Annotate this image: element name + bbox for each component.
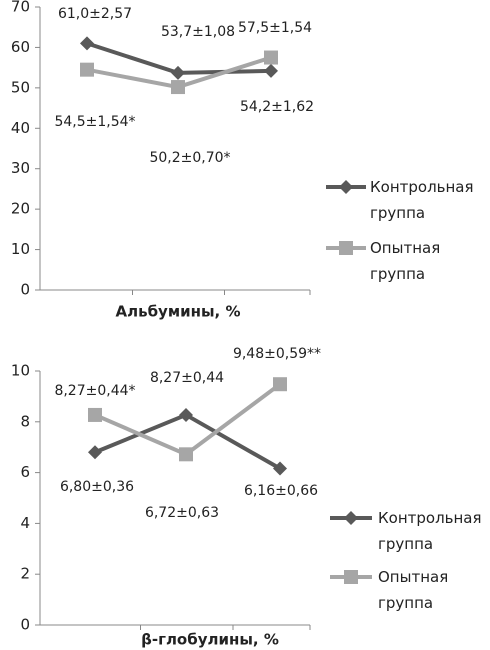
y-tick-label: 0 xyxy=(20,281,30,299)
data-label: 57,5±1,54 xyxy=(238,20,312,36)
legend-label: Контрольная группа xyxy=(370,178,478,222)
y-tick-label: 8 xyxy=(20,412,30,430)
data-point xyxy=(273,377,287,392)
y-tick-label: 2 xyxy=(20,565,30,583)
y-tick-label: 4 xyxy=(20,514,30,532)
data-label: 54,2±1,62 xyxy=(240,99,314,115)
y-tick-label: 10 xyxy=(11,362,30,380)
data-point xyxy=(264,50,278,65)
data-label: 53,7±1,08 xyxy=(161,24,235,40)
chart-title: Альбумины, % xyxy=(116,303,241,321)
data-point xyxy=(171,80,185,95)
y-tick-label: 10 xyxy=(11,240,30,258)
y-tick-label: 6 xyxy=(20,463,30,481)
data-point xyxy=(88,407,102,422)
y-tick-label: 20 xyxy=(11,200,30,218)
data-label: 8,27±0,44* xyxy=(54,383,135,399)
chart-title: β-глобулины, % xyxy=(141,631,279,649)
legend-label: Опытная группа xyxy=(370,239,445,283)
data-point xyxy=(80,62,94,77)
legend-label: Контрольная группа xyxy=(378,509,486,553)
data-point xyxy=(179,447,193,462)
data-label: 9,48±0,59** xyxy=(233,346,321,362)
data-point xyxy=(179,407,193,422)
legend-marker xyxy=(339,180,353,194)
data-point xyxy=(88,445,102,460)
y-tick-label: 40 xyxy=(11,119,30,137)
data-point xyxy=(80,36,94,51)
data-label: 54,5±1,54* xyxy=(54,114,135,130)
data-label: 50,2±0,70* xyxy=(149,150,230,166)
legend-marker xyxy=(339,241,353,255)
data-label: 6,16±0,66 xyxy=(244,483,318,499)
y-tick-label: 60 xyxy=(11,38,30,56)
data-point xyxy=(273,461,287,476)
legend-label: Опытная группа xyxy=(378,568,453,612)
y-tick-label: 50 xyxy=(11,78,30,96)
data-point xyxy=(264,63,278,78)
legend-marker xyxy=(344,511,358,525)
data-point xyxy=(171,65,185,80)
data-label: 6,80±0,36 xyxy=(60,479,134,495)
y-tick-label: 30 xyxy=(11,159,30,177)
data-label: 8,27±0,44 xyxy=(150,370,224,386)
y-tick-label: 70 xyxy=(11,0,30,16)
data-label: 6,72±0,63 xyxy=(145,505,219,521)
y-tick-label: 0 xyxy=(20,616,30,634)
data-label: 61,0±2,57 xyxy=(58,6,132,22)
legend-marker xyxy=(344,570,358,584)
